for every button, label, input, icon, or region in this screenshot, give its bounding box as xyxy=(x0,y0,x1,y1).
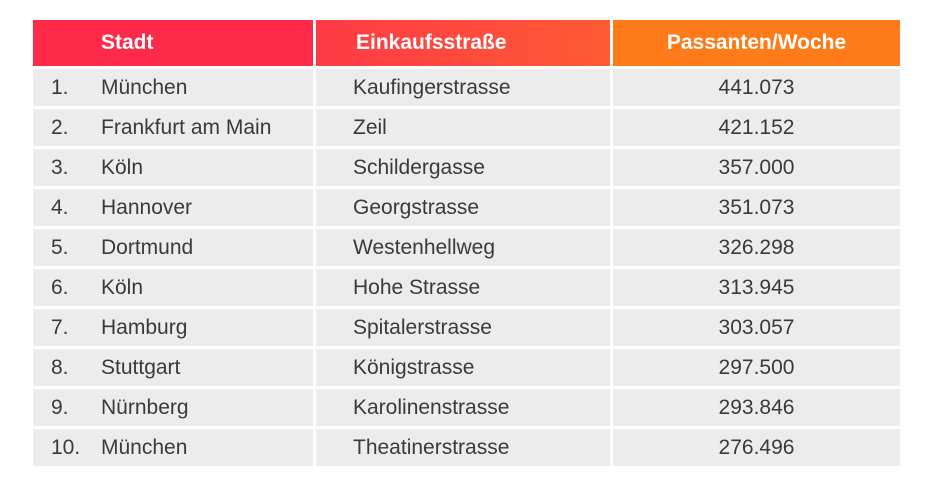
table-row: 5. Dortmund Westenhellweg 326.298 xyxy=(33,229,900,266)
street-cell: Westenhellweg xyxy=(313,229,610,266)
city-name: Dortmund xyxy=(101,235,194,259)
table-row: 7. Hamburg Spitalerstrasse 303.057 xyxy=(33,309,900,346)
rank-label: 6. xyxy=(51,275,69,299)
street-cell: Schildergasse xyxy=(313,149,610,186)
rank-label: 10. xyxy=(51,435,81,459)
city-cell: 8. Stuttgart xyxy=(33,349,313,386)
passersby-cell: 313.945 xyxy=(610,269,900,306)
header-street: Einkaufsstraße xyxy=(313,20,610,66)
passersby-cell: 303.057 xyxy=(610,309,900,346)
city-cell: 1. München xyxy=(33,69,313,106)
street-cell: Theatinerstrasse xyxy=(313,429,610,466)
city-cell: 10. München xyxy=(33,429,313,466)
city-name: Hamburg xyxy=(101,315,188,339)
passersby-cell: 421.152 xyxy=(610,109,900,146)
passersby-cell: 276.496 xyxy=(610,429,900,466)
city-name: Frankfurt am Main xyxy=(101,115,272,139)
city-cell: 3. Köln xyxy=(33,149,313,186)
passersby-cell: 297.500 xyxy=(610,349,900,386)
table-row: 6. Köln Hohe Strasse 313.945 xyxy=(33,269,900,306)
table-body: 1. München Kaufingerstrasse 441.073 2. Fra… xyxy=(33,69,900,466)
table-row: 9. Nürnberg Karolinenstrasse 293.846 xyxy=(33,389,900,426)
city-name: Nürnberg xyxy=(101,395,189,419)
rank-label: 1. xyxy=(51,75,69,99)
rank-label: 2. xyxy=(51,115,69,139)
table-row: 2. Frankfurt am Main Zeil 421.152 xyxy=(33,109,900,146)
street-cell: Georgstrasse xyxy=(313,189,610,226)
passersby-cell: 357.000 xyxy=(610,149,900,186)
passersby-cell: 326.298 xyxy=(610,229,900,266)
shopping-streets-table-container: Stadt Einkaufsstraße Passanten/Woche 1. M… xyxy=(33,20,900,469)
rank-label: 4. xyxy=(51,195,69,219)
city-cell: 2. Frankfurt am Main xyxy=(33,109,313,146)
table-header: Stadt Einkaufsstraße Passanten/Woche xyxy=(33,20,900,66)
rank-label: 5. xyxy=(51,235,69,259)
passersby-cell: 351.073 xyxy=(610,189,900,226)
rank-label: 7. xyxy=(51,315,69,339)
table-row: 10. München Theatinerstrasse 276.496 xyxy=(33,429,900,466)
street-cell: Spitalerstrasse xyxy=(313,309,610,346)
street-cell: Königstrasse xyxy=(313,349,610,386)
header-row: Stadt Einkaufsstraße Passanten/Woche xyxy=(33,20,900,66)
city-name: Hannover xyxy=(101,195,193,219)
street-cell: Kaufingerstrasse xyxy=(313,69,610,106)
city-cell: 5. Dortmund xyxy=(33,229,313,266)
rank-label: 9. xyxy=(51,395,69,419)
city-name: München xyxy=(101,435,188,459)
city-cell: 4. Hannover xyxy=(33,189,313,226)
street-cell: Zeil xyxy=(313,109,610,146)
table-row: 3. Köln Schildergasse 357.000 xyxy=(33,149,900,186)
header-passersby: Passanten/Woche xyxy=(610,20,900,66)
table-row: 8. Stuttgart Königstrasse 297.500 xyxy=(33,349,900,386)
city-name: München xyxy=(101,75,188,99)
city-cell: 9. Nürnberg xyxy=(33,389,313,426)
rank-label: 8. xyxy=(51,355,69,379)
city-cell: 6. Köln xyxy=(33,269,313,306)
passersby-cell: 293.846 xyxy=(610,389,900,426)
street-cell: Hohe Strasse xyxy=(313,269,610,306)
shopping-streets-table: Stadt Einkaufsstraße Passanten/Woche 1. M… xyxy=(33,17,900,469)
city-cell: 7. Hamburg xyxy=(33,309,313,346)
passersby-cell: 441.073 xyxy=(610,69,900,106)
rank-label: 3. xyxy=(51,155,69,179)
city-name: Stuttgart xyxy=(101,355,181,379)
city-name: Köln xyxy=(101,275,144,299)
header-city: Stadt xyxy=(33,20,313,66)
city-name: Köln xyxy=(101,155,144,179)
table-row: 4. Hannover Georgstrasse 351.073 xyxy=(33,189,900,226)
table-row: 1. München Kaufingerstrasse 441.073 xyxy=(33,69,900,106)
street-cell: Karolinenstrasse xyxy=(313,389,610,426)
